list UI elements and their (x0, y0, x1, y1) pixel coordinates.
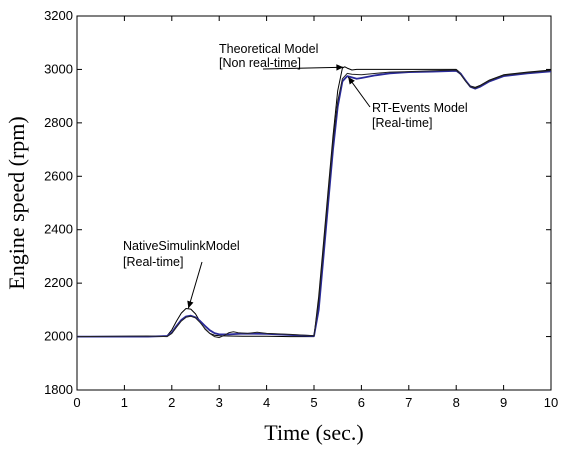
x-tick-label: 7 (405, 395, 412, 410)
annotation-arrowhead-theoretical (336, 64, 344, 71)
x-tick-label: 1 (121, 395, 128, 410)
ticks-layer: 0 1 2 3 4 5 6 7 8 9 10 1800 2000 2200 2400 2600 2800 3000… (44, 8, 558, 410)
y-tick-label: 2200 (44, 275, 73, 290)
x-tick-label: 6 (358, 395, 365, 410)
annotation-native-simulink-line-1: NativeSimulinkModel (123, 239, 240, 253)
annotation-layer: Theoretical Model[Non real-time] RT-Event… (123, 42, 468, 309)
annotation-rt-events-line-1: RT-Events Model (372, 101, 468, 115)
y-tick-label: 3000 (44, 61, 73, 76)
x-tick-label: 8 (453, 395, 460, 410)
annotation-theoretical-line-2: [Non real-time] (219, 56, 301, 70)
plot-area (76, 15, 552, 391)
y-tick-label: 2800 (44, 115, 73, 130)
annotation-arrowhead-native-simulink (187, 300, 194, 309)
annotation-rt-events-line-2: [Real-time] (372, 116, 432, 130)
series-layer (76, 66, 552, 339)
annotation-arrow-native-simulink (187, 261, 203, 309)
x-tick-label: 9 (500, 395, 507, 410)
x-tick-label: 2 (168, 395, 175, 410)
y-tick-label: 2000 (44, 329, 73, 344)
annotation-arrowhead-rt-events (348, 76, 355, 85)
x-axis-title: Time (sec.) (264, 420, 363, 445)
y-tick-label: 2400 (44, 222, 73, 237)
x-tick-label: 0 (73, 395, 80, 410)
y-axis-title: Engine speed (rpm) (4, 116, 29, 290)
annotation-theoretical-line-1: Theoretical Model (219, 42, 318, 56)
annotation-arrow-theoretical (262, 66, 344, 70)
annotation-native-simulink-line-2: [Real-time] (123, 255, 183, 269)
x-tick-label: 5 (310, 395, 317, 410)
x-tick-label: 10 (544, 395, 558, 410)
x-tick-label: 3 (216, 395, 223, 410)
y-tick-label: 1800 (44, 382, 73, 397)
y-tick-label: 2600 (44, 168, 73, 183)
x-tick-label: 4 (263, 395, 270, 410)
series-line-native-simulink (76, 69, 552, 339)
y-tick-label: 3200 (44, 8, 73, 23)
